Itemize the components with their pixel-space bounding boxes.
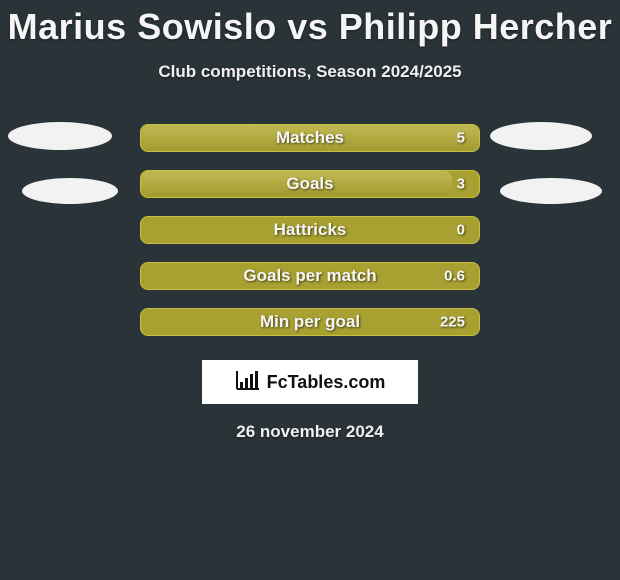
page-subtitle: Club competitions, Season 2024/2025 bbox=[158, 62, 461, 82]
stat-rows: Matches5Goals3Hattricks0Goals per match0… bbox=[0, 124, 620, 336]
stat-bar-fill bbox=[141, 125, 479, 151]
stat-bar: Hattricks0 bbox=[140, 216, 480, 244]
stat-bar-label: Min per goal bbox=[141, 312, 479, 332]
stat-row: Goals per match0.6 bbox=[0, 262, 620, 290]
stat-bar: Min per goal225 bbox=[140, 308, 480, 336]
stat-bar-value: 3 bbox=[457, 176, 465, 193]
stat-bar-label: Hattricks bbox=[141, 220, 479, 240]
stat-row: Min per goal225 bbox=[0, 308, 620, 336]
stat-bar: Matches5 bbox=[140, 124, 480, 152]
stat-bar: Goals per match0.6 bbox=[140, 262, 480, 290]
stat-row: Matches5 bbox=[0, 124, 620, 152]
page-title: Marius Sowislo vs Philipp Hercher bbox=[8, 6, 613, 48]
stat-row: Hattricks0 bbox=[0, 216, 620, 244]
stat-bar-value: 0 bbox=[457, 222, 465, 239]
stat-bar-value: 0.6 bbox=[444, 268, 465, 285]
fctables-logo[interactable]: FcTables.com bbox=[202, 360, 418, 404]
logo-text: FcTables.com bbox=[267, 372, 386, 393]
content-root: Marius Sowislo vs Philipp Hercher Club c… bbox=[0, 0, 620, 580]
stat-bar-label: Goals per match bbox=[141, 266, 479, 286]
date-label: 26 november 2024 bbox=[236, 422, 383, 442]
barchart-icon bbox=[235, 369, 261, 396]
stat-bar-value: 225 bbox=[440, 314, 465, 331]
stat-bar: Goals3 bbox=[140, 170, 480, 198]
stat-bar-fill bbox=[141, 171, 452, 197]
stat-row: Goals3 bbox=[0, 170, 620, 198]
